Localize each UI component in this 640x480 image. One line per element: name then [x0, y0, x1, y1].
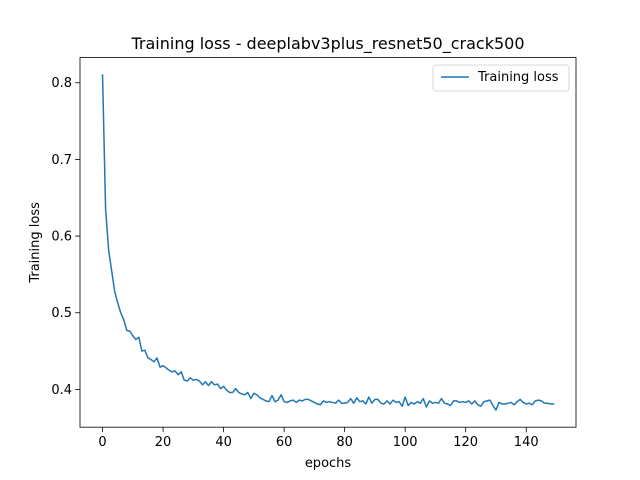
y-tick-label: 0.4 — [51, 383, 72, 398]
x-tick-label: 80 — [336, 435, 353, 450]
x-tick-label: 100 — [393, 435, 418, 450]
axis-ticks: 0 20 40 60 80 100 120 140 0.4 0.5 0.6 0.7 0.8 — [51, 76, 538, 450]
y-axis-label: Training loss — [28, 202, 43, 284]
x-tick-label: 0 — [98, 435, 106, 450]
y-tick-label: 0.7 — [51, 153, 72, 168]
axes-frame — [79, 57, 577, 428]
x-tick-label: 60 — [276, 435, 293, 450]
series-line-training-loss — [101, 74, 555, 411]
x-tick-label: 20 — [155, 435, 172, 450]
y-tick-label: 0.6 — [51, 230, 72, 245]
legend-box — [432, 64, 570, 92]
y-tick-label: 0.8 — [51, 76, 72, 91]
legend: Training loss — [432, 64, 570, 92]
x-tick-label: 40 — [215, 435, 232, 450]
x-tick-label: 120 — [453, 435, 478, 450]
x-tick-label: 140 — [514, 435, 539, 450]
x-axis-label: epochs — [305, 456, 352, 471]
plot-area — [80, 57, 576, 428]
legend-label-training-loss: Training loss — [477, 70, 559, 85]
chart-title: Training loss - deeplabv3plus_resnet50_c… — [130, 34, 524, 54]
y-tick-label: 0.5 — [51, 306, 72, 321]
